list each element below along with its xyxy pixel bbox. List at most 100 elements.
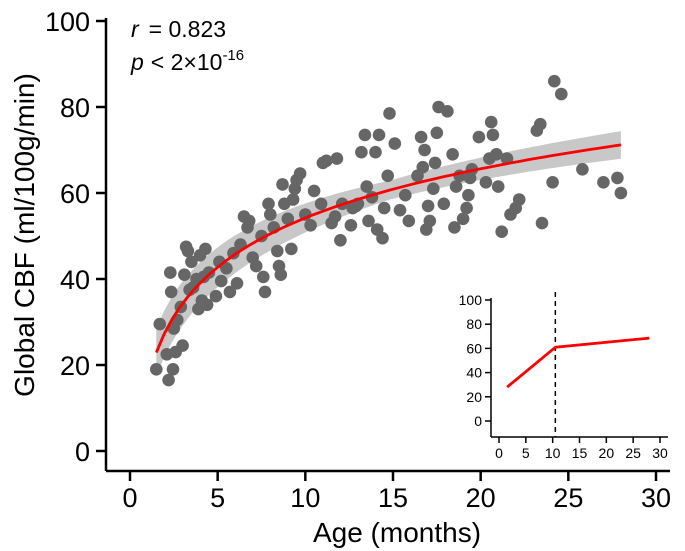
data-point-76 — [369, 145, 382, 159]
inset-x-tick-label-2: 10 — [545, 445, 561, 461]
inset-x-tick-label-6: 30 — [652, 445, 668, 461]
data-point-102 — [449, 180, 463, 193]
p-symbol: p — [130, 49, 144, 75]
data-point-129 — [611, 171, 624, 185]
data-point-126 — [555, 87, 568, 101]
data-point-23 — [199, 242, 212, 256]
inset-x-tick-label-4: 20 — [599, 445, 615, 461]
data-point-38 — [249, 259, 263, 273]
inset-y-tick-label-0: 0 — [474, 413, 482, 429]
data-point-50 — [281, 212, 295, 226]
data-point-14 — [181, 244, 195, 258]
data-point-6 — [166, 363, 180, 376]
data-point-12 — [178, 268, 191, 282]
data-point-41 — [258, 285, 272, 299]
inset-series-line-0 — [506, 336, 650, 389]
data-point-51 — [285, 242, 298, 256]
data-point-63 — [328, 210, 342, 223]
y-tick-label-0: 0 — [75, 437, 90, 467]
data-point-89 — [416, 160, 430, 174]
data-point-4 — [164, 266, 177, 279]
data-point-29 — [220, 262, 233, 275]
data-point-61 — [320, 154, 333, 168]
x-tick-label-1: 5 — [210, 483, 225, 513]
data-point-101 — [448, 221, 461, 234]
inset-y-tick-label-5: 100 — [459, 292, 483, 308]
r-value: = 0.823 — [149, 16, 226, 42]
data-point-40 — [257, 270, 270, 284]
data-point-65 — [334, 234, 347, 247]
r-symbol: r — [131, 16, 140, 42]
x-tick-label-6: 30 — [641, 483, 671, 513]
data-point-110 — [479, 176, 493, 189]
data-point-100 — [446, 148, 459, 161]
p-text: < 2×10 — [151, 49, 223, 75]
inset-y-tick-label-1: 20 — [466, 389, 482, 405]
data-point-90 — [418, 143, 431, 157]
inset-x-tick-label-5: 25 — [625, 445, 641, 461]
data-point-67 — [344, 219, 358, 232]
data-point-114 — [490, 148, 503, 161]
data-point-5 — [164, 285, 178, 299]
data-point-81 — [381, 169, 395, 183]
data-point-105 — [460, 201, 473, 215]
data-point-24 — [200, 298, 214, 312]
inset-x-tick-label-3: 15 — [572, 445, 588, 461]
data-point-64 — [330, 152, 344, 165]
data-point-28 — [214, 274, 228, 288]
data-point-122 — [534, 117, 547, 131]
fit-curve — [155, 143, 622, 354]
data-point-128 — [597, 176, 610, 189]
data-point-72 — [358, 128, 372, 142]
x-axis-ticks: 0 5 10 15 20 25 30 — [122, 471, 671, 513]
data-point-125 — [548, 74, 561, 88]
inset-y-tick-label-2: 40 — [466, 365, 482, 381]
data-point-130 — [614, 186, 628, 200]
data-point-59 — [314, 197, 328, 211]
p-statistic: p < 2×10-16 — [130, 47, 244, 75]
data-point-55 — [293, 167, 307, 180]
data-point-57 — [304, 219, 317, 232]
x-tick-label-3: 15 — [378, 483, 408, 513]
r-statistic: r = 0.823 — [131, 16, 226, 42]
data-point-113 — [486, 128, 500, 142]
inset-x-tick-label-0: 0 — [495, 445, 503, 461]
data-point-116 — [495, 225, 509, 238]
data-point-106 — [462, 188, 475, 202]
x-tick-label-0: 0 — [122, 483, 137, 513]
y-tick-label-4: 80 — [60, 93, 90, 123]
data-point-36 — [242, 214, 256, 228]
data-point-93 — [423, 214, 437, 228]
data-point-92 — [421, 199, 435, 213]
data-point-98 — [437, 197, 451, 211]
data-point-86 — [402, 214, 416, 228]
data-point-30 — [223, 285, 237, 299]
data-point-0 — [150, 363, 163, 376]
inset-x-axis-ticks: 0 5 10 15 20 25 30 — [495, 437, 668, 461]
data-point-42 — [262, 197, 275, 211]
data-point-96 — [430, 126, 444, 140]
data-point-120 — [512, 193, 526, 206]
data-point-3 — [162, 373, 175, 387]
data-point-95 — [428, 156, 442, 170]
data-point-52 — [286, 193, 300, 206]
data-point-48 — [276, 178, 289, 191]
data-point-71 — [355, 145, 368, 159]
y-axis-title: Global CBF (ml/100g/min) — [9, 73, 40, 397]
inset-x-tick-label-1: 5 — [522, 445, 530, 461]
fit-confidence-band — [156, 131, 621, 377]
data-point-47 — [274, 268, 288, 282]
data-point-104 — [456, 212, 470, 226]
data-point-94 — [427, 182, 440, 195]
data-point-58 — [307, 184, 321, 198]
data-point-16 — [185, 255, 198, 269]
x-axis-title: Age (months) — [313, 517, 481, 548]
y-tick-label-1: 20 — [60, 351, 90, 381]
data-point-99 — [441, 105, 454, 118]
data-point-32 — [230, 277, 244, 290]
data-point-79 — [376, 231, 389, 245]
confidence-band — [156, 131, 621, 377]
data-point-26 — [209, 289, 223, 303]
data-point-84 — [393, 203, 407, 217]
data-points — [150, 74, 628, 387]
